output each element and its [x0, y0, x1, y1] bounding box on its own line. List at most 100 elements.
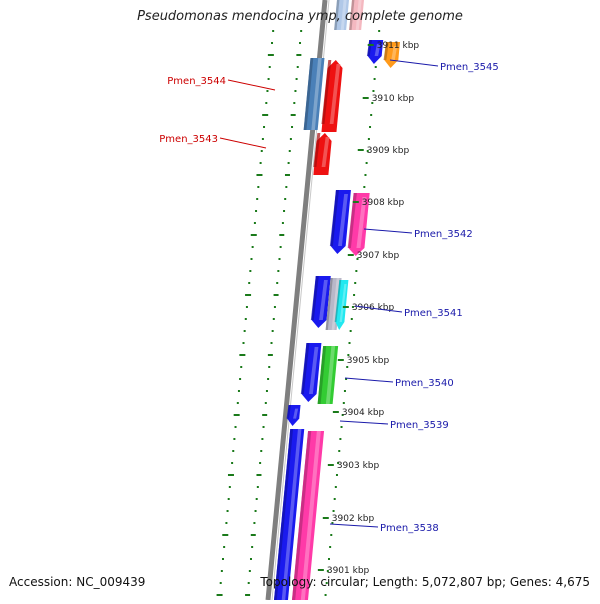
gc-dot: [365, 162, 368, 164]
gc-dot: [262, 414, 268, 416]
gc-dot: [223, 546, 226, 548]
gene-shadow: [321, 60, 332, 124]
leader-line: [344, 377, 394, 383]
tick-mark: [357, 149, 364, 151]
gc-dot: [256, 174, 263, 176]
gc-dot: [342, 402, 345, 404]
gene-3542-pink: [347, 193, 370, 256]
gc-dot: [353, 294, 356, 296]
leader-line: [363, 228, 413, 234]
gc-dot: [262, 114, 269, 116]
gc-dot: [247, 582, 250, 584]
gc-dot: [345, 378, 348, 380]
gene-3545-orange: [383, 42, 401, 68]
accession-text: Accession: NC_009439: [9, 575, 146, 589]
gc-dot: [354, 282, 357, 284]
gc-dot: [296, 54, 302, 56]
gc-dot: [261, 138, 264, 140]
gene-label-text: Pmen_3540: [395, 378, 454, 389]
gc-dot: [239, 354, 246, 356]
gc-dot: [277, 270, 280, 272]
gene-highlight: [329, 64, 341, 124]
gc-dot: [371, 102, 374, 104]
gc-outer-dots: [216, 30, 275, 596]
topology-text: Topology: circular; Length: 5,072,807 bp…: [260, 575, 590, 589]
gc-dot: [291, 126, 294, 128]
tick: 3907 kbp: [347, 251, 399, 261]
gene-label-pmen_3541: Pmen_3541: [354, 305, 463, 319]
gc-dot: [273, 294, 279, 296]
gene-label-pmen_3542: Pmen_3542: [363, 228, 473, 240]
gene-label-pmen_3543: Pmen_3543: [159, 134, 267, 149]
gc-dot: [287, 162, 290, 164]
tick-mark: [352, 201, 359, 203]
gc-dot: [294, 90, 297, 92]
gc-dot: [270, 342, 273, 344]
gc-dot: [248, 570, 251, 572]
gene-highlight: [311, 58, 322, 130]
gc-dot: [334, 486, 337, 488]
gc-dot: [333, 498, 336, 500]
gene-label-pmen_3538: Pmen_3538: [329, 523, 439, 534]
gc-dot: [267, 378, 270, 380]
gene-highlight: [319, 280, 328, 320]
gc-dot: [341, 414, 344, 416]
gc-dot: [299, 42, 302, 44]
gc-dot: [267, 78, 270, 80]
gc-dot: [243, 330, 246, 332]
gene-labels: Pmen_3545 Pmen_3544 Pmen_3543 Pmen_3542 Pmen…: [159, 59, 499, 534]
gene-highlight: [309, 347, 319, 394]
gc-dot: [273, 306, 276, 308]
gc-dot: [268, 66, 271, 68]
gene-shadow: [313, 133, 321, 167]
tick-mark: [322, 517, 329, 519]
gene-shadow: [286, 405, 291, 419]
gene-shadow: [334, 0, 340, 30]
gene-label-pmen_3540: Pmen_3540: [344, 377, 454, 389]
gc-dot: [259, 462, 262, 464]
gc-dot: [276, 282, 279, 284]
gc-dot: [295, 78, 298, 80]
gene-label-text: Pmen_3539: [390, 420, 449, 431]
tick-mark: [367, 44, 374, 46]
gc-dot: [351, 306, 354, 308]
gc-dot: [372, 90, 375, 92]
gene-highlight: [391, 46, 398, 60]
tick-mark: [317, 569, 324, 571]
gene-label-text: Pmen_3541: [404, 308, 463, 319]
gene-highlight: [321, 137, 330, 167]
gc-dot: [267, 54, 274, 56]
gc-dot: [327, 558, 330, 560]
gc-dot: [293, 102, 296, 104]
tick-mark: [342, 306, 349, 308]
gc-dot: [253, 522, 256, 524]
gc-dot: [240, 366, 243, 368]
tick: 3909 kbp: [357, 146, 409, 156]
map-title: Pseudomonas mendocina ymp, complete geno…: [137, 9, 463, 24]
gene-3542-blue: [329, 190, 351, 254]
gc-dot: [222, 534, 229, 536]
gc-dot: [374, 66, 377, 68]
gc-dot: [284, 198, 287, 200]
gene-3543-red: [313, 133, 332, 175]
gc-dot: [234, 426, 237, 428]
gc-dot: [237, 390, 240, 392]
gene-3539-blue: [286, 405, 301, 426]
gc-dot: [332, 510, 335, 512]
gc-dot: [338, 450, 341, 452]
gene-shadow: [300, 343, 310, 394]
gc-dot: [245, 594, 251, 596]
gc-dot: [330, 534, 333, 536]
gene-highlight: [339, 284, 347, 322]
tick-mark: [337, 359, 344, 361]
gene-highlight: [374, 44, 381, 56]
gene-label-pmen_3545: Pmen_3545: [389, 59, 499, 73]
gene-3538-blue: [274, 429, 305, 600]
gc-dot: [251, 546, 254, 548]
gc-dot: [266, 90, 269, 92]
gc-dot: [300, 30, 303, 32]
gc-dot: [364, 174, 367, 176]
gc-dot: [250, 258, 253, 260]
gene-3544-steelblue: [303, 58, 325, 130]
gc-dot: [337, 462, 340, 464]
